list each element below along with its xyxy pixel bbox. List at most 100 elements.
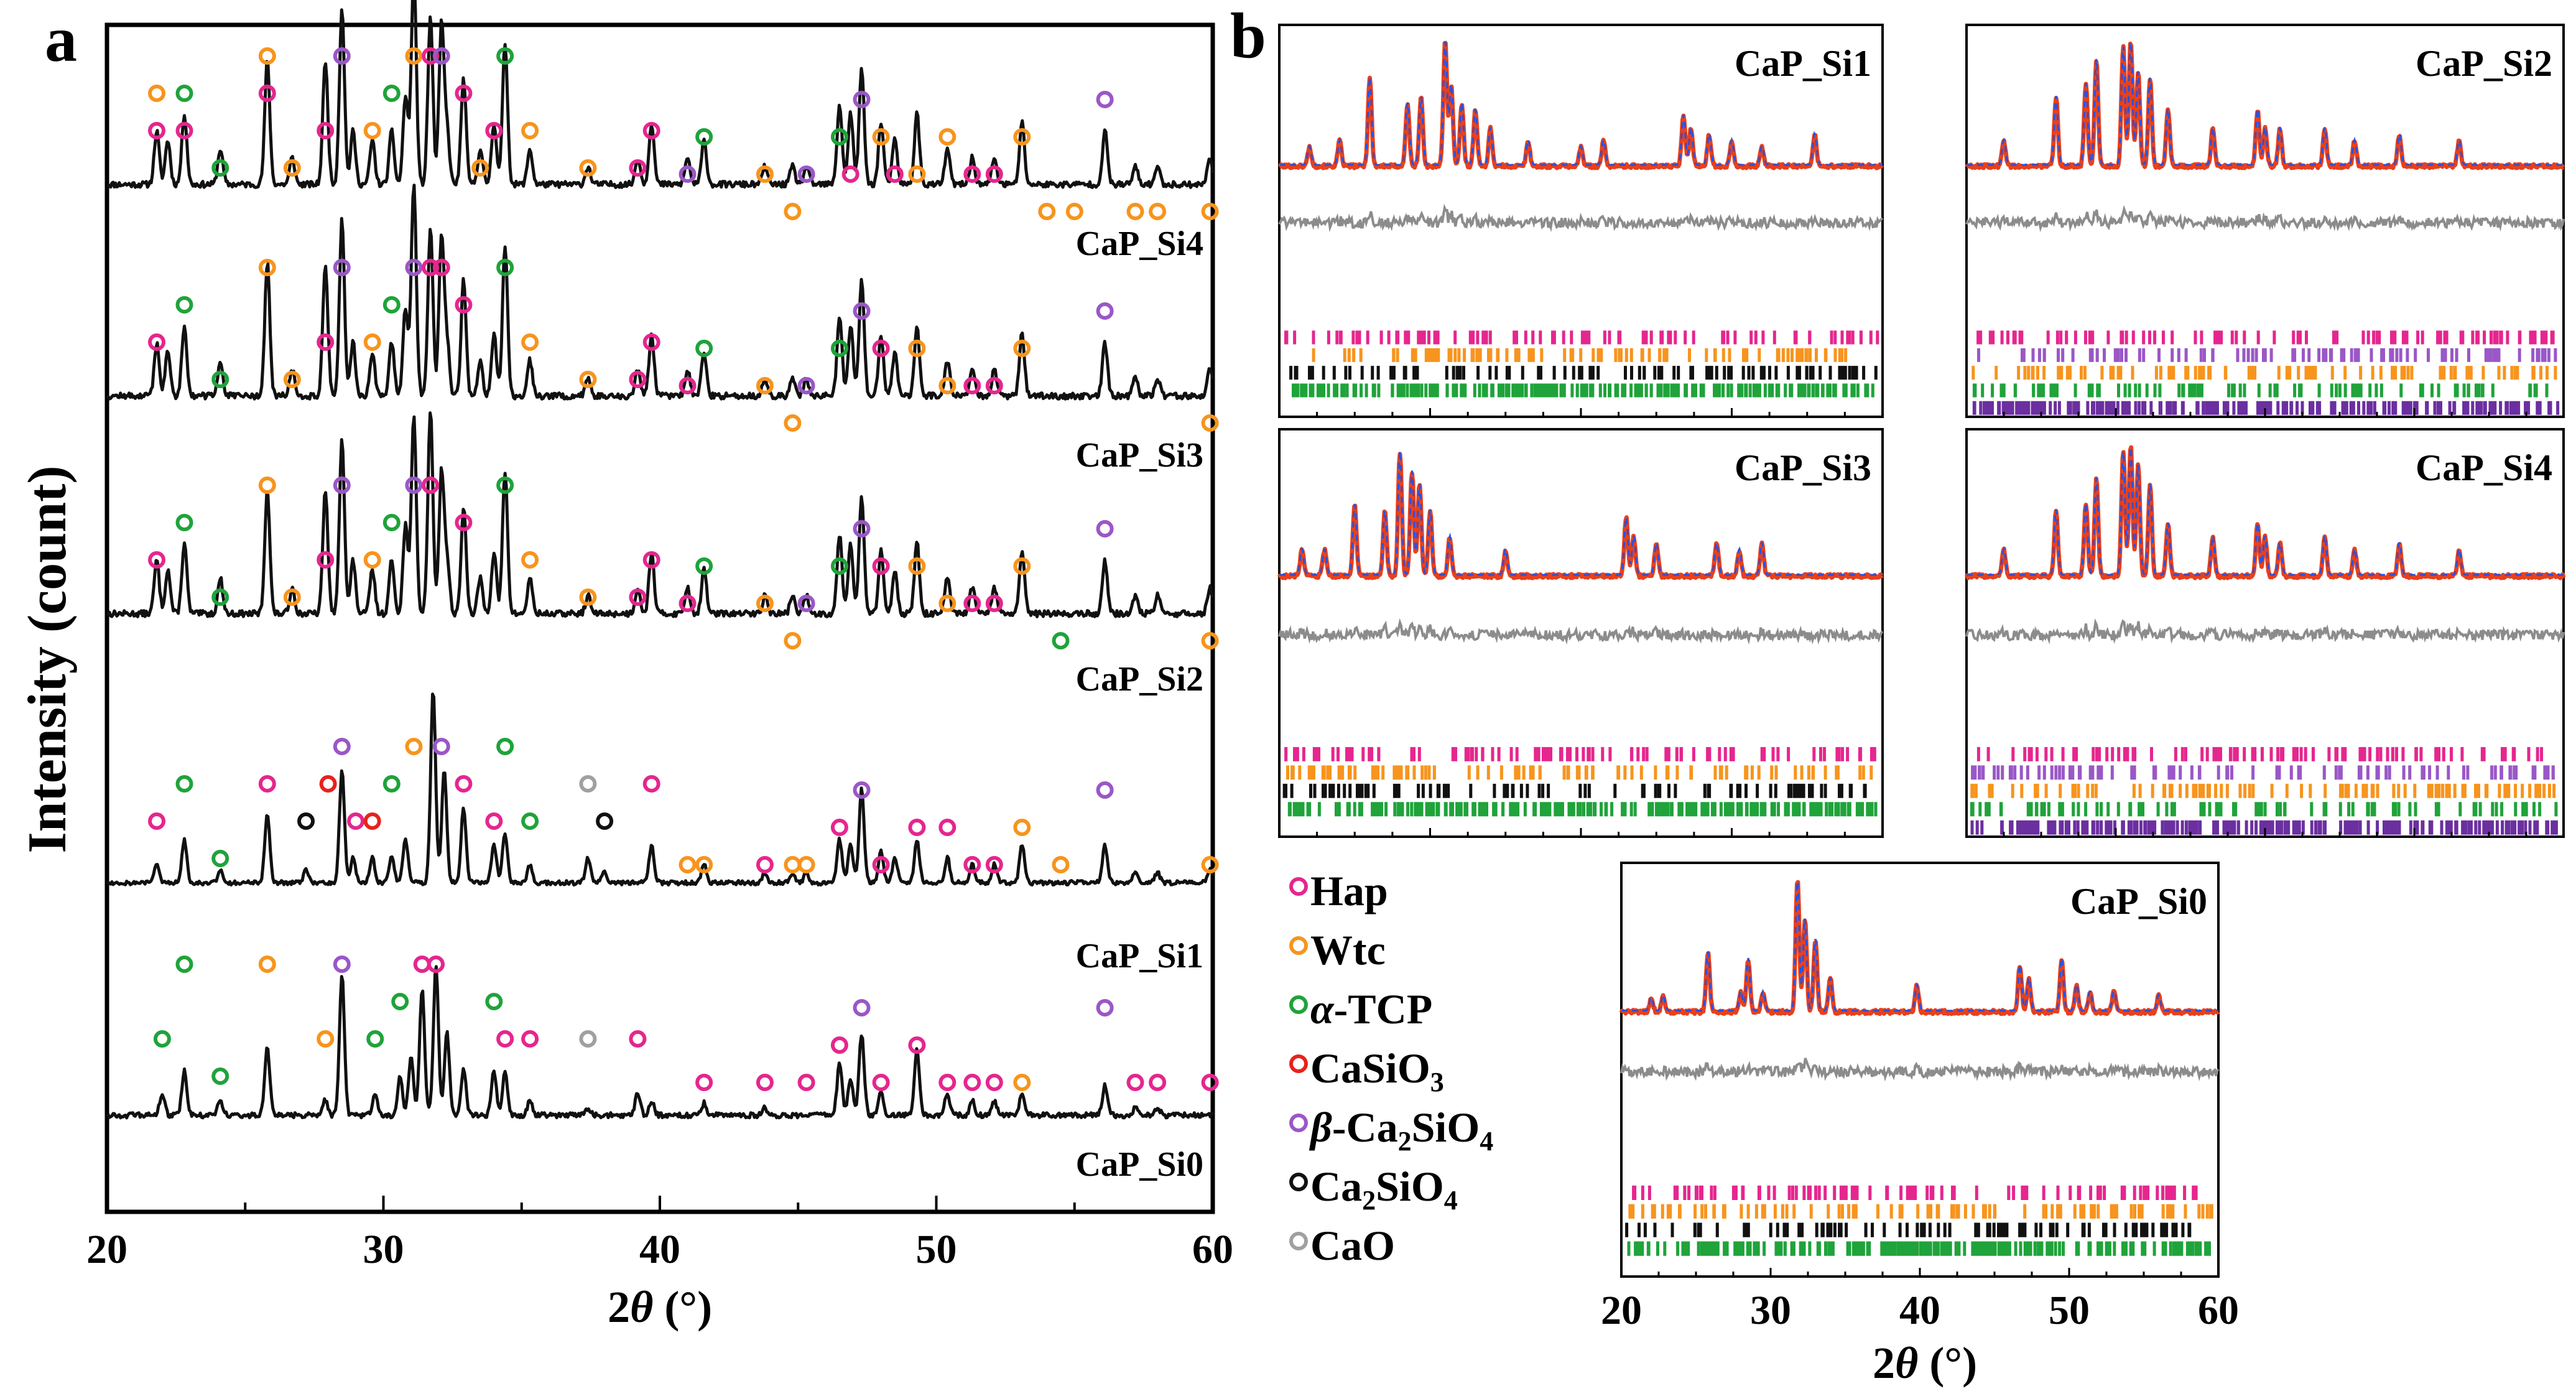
subplot-title: CaP_Si0 [2070, 881, 2207, 922]
subplot-title: CaP_Si2 [2416, 43, 2552, 84]
phase-marker-tcp [211, 850, 229, 867]
phase-marker-hap [908, 819, 926, 836]
phase-marker-hap [985, 165, 1003, 183]
phase-marker-wtc [258, 47, 276, 65]
phase-marker-hap [1201, 1074, 1219, 1091]
phase-marker-wtc [784, 203, 802, 220]
legend-label: Ca2SiO4 [1310, 1163, 1458, 1216]
phase-marker-tcp [382, 85, 401, 102]
phase-marker-hap [938, 819, 957, 836]
phase-marker-wtc [1052, 856, 1070, 873]
x-tick-label: 60 [2198, 1288, 2239, 1333]
bragg-tick-row [1289, 366, 1878, 380]
legend-item-tcp: α-TCP [1289, 985, 1432, 1033]
phase-marker-wtc [908, 557, 926, 575]
phase-marker-wtc [1065, 203, 1083, 220]
phase-marker-hap [148, 812, 165, 830]
phase-marker-tcp [175, 85, 193, 102]
x-tick-label: 60 [1192, 1227, 1233, 1272]
sample-label: CaP_Si3 [1076, 436, 1203, 475]
phase-marker-hap [1126, 1074, 1144, 1091]
bragg-tick-row [1632, 1185, 2198, 1200]
phase-marker-bc2s [797, 377, 815, 394]
phase-marker-hap [455, 296, 473, 314]
phase-marker-wtc [283, 588, 301, 606]
phase-marker-wtc [1013, 819, 1031, 836]
legend-label: α-TCP [1310, 985, 1432, 1033]
phase-marker-bc2s [853, 91, 871, 108]
legend-label: CaSiO3 [1310, 1044, 1444, 1097]
calculated-pattern [1967, 42, 2564, 166]
phase-marker-wtc [363, 333, 381, 351]
phase-marker-hap [985, 595, 1003, 612]
legend-marker [1289, 995, 1308, 1014]
legend-item-c2s: Ca2SiO4 [1289, 1163, 1458, 1216]
panel-a-x-ticks: 20 30 40 50 60 [86, 1196, 1233, 1272]
phase-marker-wtc [1149, 203, 1167, 220]
phase-marker-wtc [679, 856, 697, 873]
phase-marker-hap [432, 259, 450, 276]
phase-marker-casio3 [363, 812, 381, 830]
phase-marker-hap [455, 85, 473, 102]
phase-marker-c2s [596, 812, 614, 830]
phase-marker-hap [872, 856, 890, 873]
phase-marker-wtc [784, 856, 802, 873]
bragg-tick-row [1292, 383, 1874, 398]
bragg-tick-row [1282, 783, 1867, 798]
phase-marker-bc2s [432, 738, 450, 755]
phase-marker-wtc [521, 333, 539, 351]
x-tick-label: 40 [639, 1227, 680, 1272]
phase-marker-wtc [471, 159, 489, 177]
difference-curve [1965, 205, 2565, 233]
x-tick-label: 30 [363, 1227, 404, 1272]
phase-marker-hap [841, 165, 859, 183]
phase-marker-hap [317, 333, 335, 351]
sample-label: CaP_Si1 [1076, 937, 1203, 975]
legend-label: Hap [1310, 867, 1388, 914]
legend-marker [1289, 1232, 1308, 1250]
phase-marker-hap [642, 122, 660, 139]
phase-marker-tcp [695, 340, 713, 357]
trace-cap-si4 [106, 0, 1215, 189]
phase-marker-tcp [830, 340, 848, 357]
phase-marker-wtc [1126, 203, 1144, 220]
phase-marker-tcp [496, 259, 514, 276]
phase-marker-wtc [784, 414, 802, 432]
phase-marker-tcp [175, 775, 193, 793]
phase-marker-wtc [283, 159, 301, 177]
sample-label: CaP_Si2 [1076, 660, 1203, 699]
phase-marker-hap [317, 122, 335, 139]
bragg-tick-row [1284, 330, 1879, 345]
phase-marker-tcp [1052, 632, 1070, 649]
phase-marker-hap [872, 557, 890, 575]
phase-marker-wtc [258, 956, 276, 973]
phase-marker-tcp [496, 738, 514, 755]
panel-b-letter: b [1230, 0, 1266, 72]
phase-marker-wtc [148, 85, 165, 102]
phase-marker-hap [963, 377, 981, 394]
bragg-tick-row [1312, 348, 1848, 362]
phase-marker-hap [422, 259, 440, 276]
phase-marker-wtc [579, 159, 597, 177]
phase-marker-tcp [382, 296, 401, 314]
phase-marker-hap [629, 159, 647, 177]
phase-marker-hap [872, 1074, 890, 1091]
phase-marker-wtc [784, 632, 802, 649]
panel-b: b CaP_Si1 CaP_Si2 CaP_Si3 CaP_Si4 CaP_Si0 20… [1230, 0, 2566, 1388]
phase-marker-wtc [938, 595, 957, 612]
phase-marker-tcp [175, 514, 193, 531]
phase-marker-hap [455, 514, 473, 531]
phase-marker-hap [258, 85, 276, 102]
x-tick-label: 30 [1750, 1288, 1791, 1333]
phase-marker-wtc [872, 128, 890, 146]
phase-marker-hap [642, 333, 660, 351]
phase-marker-hap [963, 856, 981, 873]
phase-marker-wtc [283, 371, 301, 388]
legend-item-bc2s: β-Ca2SiO4 [1289, 1104, 1493, 1156]
phase-marker-hap [642, 775, 660, 793]
phase-marker-wtc [363, 551, 381, 569]
phase-marker-bc2s [1096, 91, 1114, 108]
phase-marker-wtc [1013, 128, 1031, 146]
phase-marker-tcp [496, 47, 514, 65]
phase-marker-hap [455, 775, 473, 793]
